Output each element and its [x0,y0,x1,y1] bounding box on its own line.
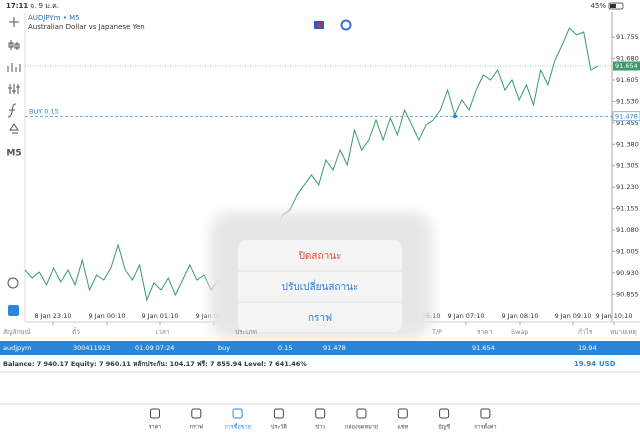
tab-label[interactable]: ประวัติ [271,424,287,431]
search-icon [7,277,19,289]
y-tick-label: 91.155 [616,205,639,213]
y-tick-label: 91.230 [616,183,639,191]
cell: 91.654 [472,344,495,352]
y-tick-label: 91.755 [616,33,639,41]
column-header: Swap [511,328,529,336]
column-header: สัญลักษณ์ [3,328,31,336]
cell: 01.09 07:24 [135,344,174,352]
tab-icon [480,408,491,419]
tab-icon [273,408,284,419]
currency: USD [599,360,616,368]
column-header: T/P [431,328,442,336]
status-date: จ. 9 ม.ค. [30,2,59,10]
tab-label[interactable]: การตั้งค่า [474,423,496,431]
selected-row[interactable] [0,341,640,355]
battery-icon [608,2,624,10]
y-tick-label: 91.530 [616,97,639,105]
x-tick-label: 9 Jan 01:10 [141,312,178,320]
cell: audjpym [3,344,31,352]
tab-label[interactable]: กราฟ [190,424,203,431]
tab-label[interactable]: แชท [397,424,408,431]
app-icon [8,305,19,316]
tab-label[interactable]: ราคา [149,425,162,431]
y-tick-label: 91.455 [616,119,639,127]
cell: 300411923 [73,344,110,352]
y-tick-label: 91.305 [616,162,639,170]
x-tick-label: 9 Jan 00:10 [88,312,125,320]
column-header: กำไร [578,328,593,336]
settings-icon [8,84,20,94]
candles-icon [8,40,20,50]
y-tick-label: 90.855 [616,290,639,298]
total-profit: 19.94 [574,360,596,368]
chart-title: AUDJPYm • M5 [28,14,80,22]
status-time: 17:11 [6,2,28,10]
open-chart[interactable]: กราฟ [308,313,332,324]
balance: Balance: 7 940.17 Equity: 7 960.11 หลักป… [3,360,307,368]
tab-icon [397,408,408,419]
tab-icon [150,408,160,419]
close-position[interactable]: ปิดสถานะ [298,251,341,262]
position-price: 91.478 [615,112,638,120]
crosshair-icon [9,17,19,27]
y-tick-label: 91.680 [616,55,639,63]
flag-icon-round [340,19,352,31]
battery: 45% [590,2,606,10]
tab-bar: ราคา กราฟ การซื้อขาย ประวัติ ข่าว กล่องจดหมาย… [149,408,497,431]
tab-icon [356,408,367,419]
tab-icon [232,408,243,419]
function-icon [7,103,17,118]
column-header: ประเภท [235,328,257,336]
column-header: เวลา [156,328,170,336]
tab-label[interactable]: ข่าว [315,425,325,431]
cell: 0.15 [278,344,292,352]
tab-icon [439,408,450,419]
tab-icon [315,408,326,419]
cell: 91.478 [323,344,346,352]
indicators-icon [7,63,21,72]
timeframe: M5 [6,149,21,159]
y-tick-label: 90.930 [616,269,639,277]
price-line [24,27,599,302]
chart-subtitle: Australian Dollar vs Japanese Yen [28,23,145,31]
flag-icon-inner [317,23,321,27]
x-tick-label: 8 Jan 23:10 [34,312,71,320]
current-price: 91.654 [615,62,638,70]
position-label: BUY 0.15 [29,107,59,115]
position-price-tag [612,111,640,122]
column-header: ราคา [477,328,492,336]
x-tick-label: 9 Jan 09:10 [554,312,591,320]
cell: 19.94 [578,344,597,352]
entry-marker [453,114,457,119]
cell: buy [218,344,230,352]
y-tick-label: 91.605 [616,76,639,84]
x-tick-label: 9 Jan 10:10 [595,312,632,320]
x-tick-label: 9 Jan 08:10 [501,312,538,320]
tab-label[interactable]: กล่องจดหมาย [345,425,378,431]
tab-icon [191,408,202,419]
column-header: หมายเหตุ [610,328,637,336]
modify-position[interactable]: ปรับเปลี่ยนสถานะ [282,279,359,293]
tab-label[interactable]: บัญชี [438,424,450,431]
y-tick-label: 91.005 [616,247,639,255]
tab-label[interactable]: การซื้อขาย [224,423,250,431]
y-tick-label: 91.080 [616,226,639,234]
toolbar [7,17,21,289]
current-price-tag [613,61,640,71]
objects-icon [9,123,19,134]
popup-menu [238,240,402,332]
x-tick-label: 9 Jan 07:10 [447,312,484,320]
y-tick-label: 91.380 [616,140,639,148]
column-header: ตั๋ว [72,327,80,336]
battery-level [610,4,616,8]
